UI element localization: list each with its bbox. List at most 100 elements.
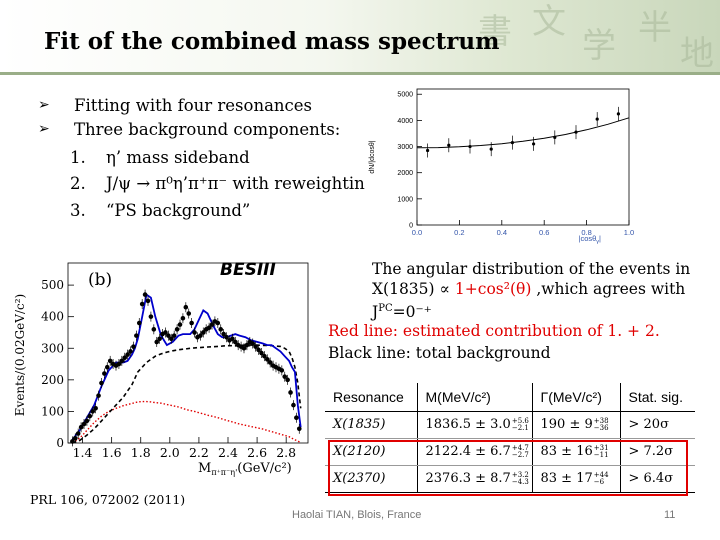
mass-data-point [259,350,264,356]
mass-data-point [294,415,299,421]
column-header: M(MeV/c²) [416,383,532,412]
mass-data-point [157,336,162,342]
angular-text-part: ,which agrees with J [372,280,686,322]
column-header: Γ(MeV/c²) [531,383,620,412]
angular-highlight: 1+cos²(θ) [454,280,532,298]
reference: PRL 106, 072002 (2011) [30,492,186,507]
mass-y-label: Events/(0.02GeV/c²) [13,294,27,416]
mass-data-point [107,358,113,364]
mass-data-point [198,333,203,338]
mass-data-point [70,439,75,444]
angular-x-tick-label: 0.8 [581,228,591,237]
mass-data-point [128,349,133,354]
mass-data-point [99,380,104,386]
angular-data-point [532,142,536,146]
angular-y-tick-label: 4000 [397,118,413,125]
mass-data-point [250,341,256,346]
angular-data-point [595,117,599,121]
mass-data-point [122,355,128,361]
resonance-table-grid: Resonance M(MeV/c²) Γ(MeV/c²) Stat. sig.… [325,383,695,493]
mass-data-point [267,360,273,365]
mass-data-point [102,371,107,376]
mass-data-point [96,393,101,398]
angular-x-tick-label: 0.4 [497,228,507,237]
angular-data-point [616,112,620,116]
highlight-box [328,440,688,496]
mass-x-tick-label: 1.6 [102,445,122,460]
legend-description: Red line: estimated contribution of 1. +… [328,320,660,364]
mass-data-point [192,330,197,335]
mass-y-tick-label: 100 [41,404,64,418]
table-cell: 2376.3 ± 8.7 +3.2 −4.3 [416,465,532,493]
mass-data-point [262,353,267,359]
bullet-text: Three background components: [74,119,341,139]
angular-text-part: The angular distribution of the events i… [372,260,691,298]
column-header: Stat. sig. [619,383,695,412]
resonance-table: Resonance M(MeV/c²) Γ(MeV/c²) Stat. sig.… [325,383,695,498]
mass-data-point [142,292,148,297]
footer-text: Haolai TIAN, Blois, France [292,509,422,521]
mass-data-point [279,368,285,373]
mass-x-tick-label: 1.8 [131,445,151,460]
mass-data-point [253,344,258,349]
mass-data-point [87,413,93,419]
angular-y-tick-label: 0 [409,223,413,230]
table-row: X(1835) 1836.5 ± 3.0 +5.6 −2.1 190 ± 9 +38 −36… [325,411,695,439]
mass-data-point [125,352,130,357]
mass-x-tick-label: 2.0 [160,445,180,460]
list-text: “PS background” [106,200,251,220]
red-background-curve [72,400,301,444]
list-text: η’ mass sideband [106,147,250,167]
arrow-bullet-icon: ➢ [38,121,50,137]
mass-plot-frame [67,262,309,444]
angular-x-tick-label: 0.6 [539,228,549,237]
table-cell: X(2120) [325,438,417,466]
mass-data-point [206,325,212,331]
mass-data-point [230,336,235,342]
mass-data-point [163,330,168,335]
list-number: 3. [70,200,86,220]
mass-data-point [90,409,96,414]
mass-data-point [131,344,136,349]
table-cell: 2122.4 ± 6.7 +4.7 −2.7 [416,438,532,466]
mass-spectrum-panel: 500 400 300 200 100 0 1.4 1.6 1.8 2.0 2.2 2.4 2.6 2.8… [10,255,315,480]
mass-data-point [282,374,288,379]
mass-data-point [145,298,151,304]
mass-y-tick-label: 0 [56,436,64,450]
angular-description: The angular distribution of the events i… [372,259,720,322]
column-header: Resonance [325,383,417,412]
mass-data-point [134,333,139,338]
mass-data-point [93,405,98,411]
mass-data-point [119,358,125,364]
angular-data-point [426,148,430,153]
mass-data-point [264,357,270,362]
bullet-item: ➢ Fitting with four resonances [38,93,340,117]
mass-data-point [166,333,171,338]
angular-y-tick-label: 1000 [397,196,413,203]
angular-plot-frame [416,88,630,226]
mass-data-point [84,418,90,424]
mass-x-tick-label: 2.8 [276,445,296,460]
total-fit-curve [71,293,302,441]
mass-data-point [139,301,145,307]
list-number: 1. [70,147,86,167]
mass-data-point [180,315,186,321]
angular-data-point [468,144,472,149]
mass-data-point [186,311,192,316]
mass-data-point [189,320,194,326]
table-cell: X(1835) [325,411,417,439]
list-item: 1. η’ mass sideband [70,144,375,171]
mass-data-point [285,377,290,383]
table-row: X(2120) 2122.4 ± 6.7 +4.7 −2.7 83 ± 16 +31 −11… [325,438,695,466]
mass-data-point [221,331,226,337]
mass-data-point [168,336,174,342]
angular-data-point [447,143,451,147]
mass-x-label: Mπ⁺π⁻η'(GeV/c²) [198,461,292,477]
list-item: 2. J/ψ → π⁰η’π⁺π⁻ with reweighting [70,171,375,198]
red-line-description: Red line: estimated contribution of 1. +… [328,322,660,340]
arrow-bullet-icon: ➢ [38,97,50,113]
angular-y-tick-label: 2000 [397,170,413,177]
mass-data-point [151,327,157,332]
angular-x-tick-label: 1.0 [624,228,634,237]
